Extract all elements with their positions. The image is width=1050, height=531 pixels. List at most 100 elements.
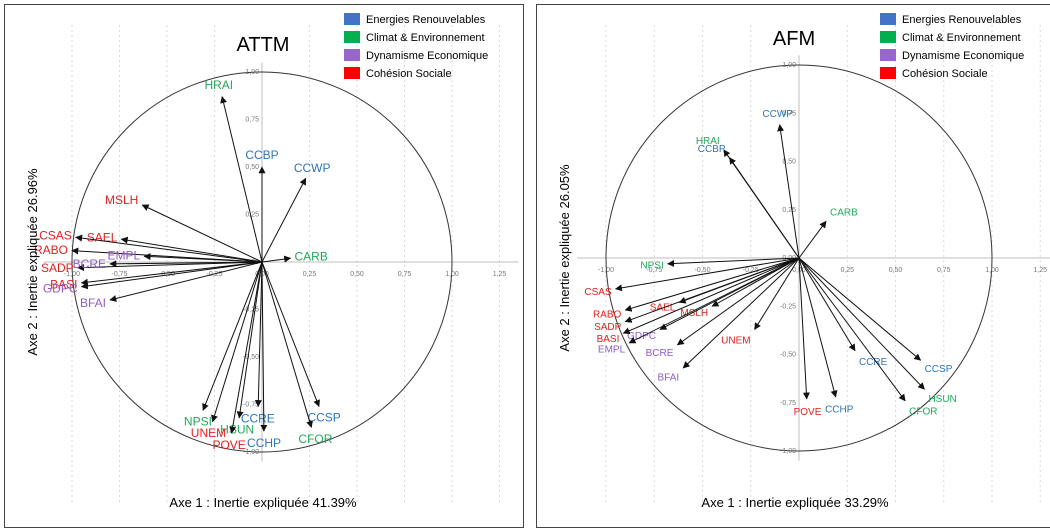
vector-npsi — [667, 257, 800, 268]
vector-label-sadp: SADP — [41, 261, 74, 275]
vector-ccre — [798, 257, 856, 352]
vector-carb — [798, 220, 827, 259]
legend: Energies Renouvelables Climat & Environne… — [880, 13, 1024, 80]
vector-cchp — [260, 261, 268, 432]
legend: Energies Renouvelables Climat & Environne… — [344, 13, 488, 80]
legend-swatch-cohesion — [880, 67, 896, 79]
vector-empl — [143, 253, 263, 263]
vector-empl — [628, 257, 800, 344]
vector-bfai — [682, 257, 800, 369]
x-tick-label: 1,25 — [1033, 267, 1047, 274]
vector-label-cchp: CCHP — [825, 405, 854, 416]
y-axis-label: Axe 2 : Inertie expliquée 26.96% — [25, 168, 40, 356]
y-tick-label: -0,50 — [243, 354, 259, 361]
vector-csas — [614, 257, 800, 292]
vector-label-basi: BASI — [50, 277, 77, 291]
vector-label-carb: CARB — [830, 208, 858, 219]
y-tick-label: -1,00 — [243, 449, 259, 456]
vector-label-hrai: HRAI — [696, 136, 720, 147]
vector-label-hsun: HSUN — [928, 394, 956, 405]
x-axis-label: Axe 1 : Inertie expliquée 41.39% — [169, 495, 357, 510]
vector-label-cchp: CCHP — [247, 436, 281, 450]
vector-pove — [798, 257, 810, 400]
legend-label-cohesion: Cohésion Sociale — [902, 68, 988, 80]
vector-label-mslh: MSLH — [680, 308, 708, 319]
x-tick-label: 0,25 — [840, 267, 854, 274]
vector-sael — [120, 236, 263, 263]
vector-label-rabo: RABO — [34, 243, 68, 257]
vector-label-sadp: SADP — [594, 322, 622, 333]
legend-swatch-dynamisme — [344, 49, 360, 61]
y-tick-label: 0,75 — [782, 110, 796, 117]
vector-basi — [80, 261, 263, 286]
x-tick-label: 0,25 — [303, 271, 317, 278]
x-tick-label: -0,75 — [112, 271, 128, 278]
legend-swatch-cohesion — [344, 67, 360, 79]
y-tick-label: -0,25 — [243, 307, 259, 314]
vector-sadp — [77, 261, 263, 272]
vector-label-sael: SAEL — [87, 230, 118, 244]
vector-hrai — [220, 96, 263, 263]
vector-label-ccsp: CCSP — [307, 411, 340, 425]
vector-label-basi: BASI — [597, 334, 620, 345]
vector-label-hsun: HSUN — [220, 423, 254, 437]
vector-label-unem: UNEM — [721, 336, 750, 347]
x-tick-label: 1,00 — [445, 271, 459, 278]
vector-label-ccwp: CCWP — [762, 109, 793, 120]
correlation-circle — [605, 64, 993, 452]
vector-bcre — [676, 257, 800, 346]
x-tick-label: -0,50 — [695, 267, 711, 274]
vector-label-rabo: RABO — [593, 310, 622, 321]
legend-swatch-climat — [880, 31, 896, 43]
vector-label-mslh: MSLH — [105, 193, 138, 207]
y-tick-label: 1,00 — [782, 62, 796, 69]
vector-label-hrai: HRAI — [204, 78, 233, 92]
y-tick-label: 0,25 — [782, 207, 796, 214]
vector-hsun — [798, 257, 925, 390]
vector-basi — [622, 257, 800, 335]
y-tick-label: -1,00 — [780, 448, 796, 455]
vector-label-ccbp: CCBP — [245, 148, 278, 162]
vector-csas — [75, 234, 263, 263]
vector-label-carb: CARB — [295, 250, 328, 264]
y-tick-label: 0,75 — [245, 117, 259, 124]
x-tick-label: 0,75 — [937, 267, 951, 274]
vector-sadp — [624, 257, 800, 323]
y-tick-label: 0,25 — [245, 212, 259, 219]
correlation-circle — [71, 71, 453, 453]
x-tick-label: 0,50 — [350, 271, 364, 278]
legend-label-energies: Energies Renouvelables — [902, 14, 1022, 26]
vector-cchp — [798, 257, 838, 398]
vector-label-empl: EMPL — [108, 249, 141, 263]
vector-label-unem: UNEM — [191, 426, 226, 440]
legend-label-dynamisme: Dynamisme Economique — [366, 50, 488, 62]
chart-title: AFM — [773, 28, 815, 50]
vector-label-csas: CSAS — [584, 287, 612, 298]
y-tick-label: -0,50 — [780, 352, 796, 359]
vector-carb — [261, 255, 292, 263]
legend-label-climat: Climat & Environnement — [366, 32, 485, 44]
vector-label-bcre: BCRE — [73, 257, 106, 271]
chart-title: ATTM — [237, 34, 290, 56]
vector-label-ccsp: CCSP — [925, 364, 953, 375]
y-axis-label: Axe 2 : Inertie expliquée 26.05% — [557, 164, 572, 352]
vector-label-pove: POVE — [212, 438, 245, 452]
y-tick-label: -0,25 — [780, 303, 796, 310]
y-tick-label: -0,75 — [780, 400, 796, 407]
vector-label-npsi: NPSI — [640, 260, 663, 271]
vector-ccbp — [729, 157, 800, 259]
legend-label-dynamisme: Dynamisme Economique — [902, 50, 1024, 62]
x-tick-label: -1,00 — [598, 267, 614, 274]
vector-mslh — [141, 204, 263, 263]
vector-cfor — [798, 257, 906, 402]
vector-gdpc — [80, 261, 263, 290]
x-tick-label: -0,75 — [646, 267, 662, 274]
x-tick-label: 1,00 — [985, 267, 999, 274]
vector-label-ccbp: CCBP — [698, 144, 726, 155]
y-tick-label: -0,75 — [243, 402, 259, 409]
y-tick-label: 0,50 — [245, 164, 259, 171]
vector-ccsp — [261, 261, 320, 408]
x-tick-label: 0,50 — [889, 267, 903, 274]
y-tick-label: 0,50 — [782, 159, 796, 166]
vector-bcre — [109, 260, 263, 268]
